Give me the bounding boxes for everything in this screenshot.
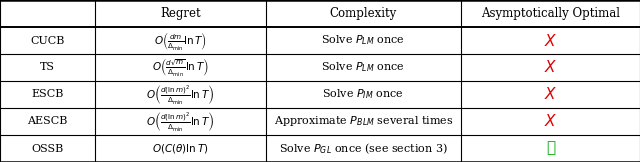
Text: $\mathbf{\mathit{X}}$: $\mathbf{\mathit{X}}$ [544,114,557,129]
Text: Solve $P_{IM}$ once: Solve $P_{IM}$ once [323,88,404,101]
Text: Asymptotically Optimal: Asymptotically Optimal [481,7,620,20]
Text: TS: TS [40,63,55,73]
Text: $O(C(\theta) \ln T)$: $O(C(\theta) \ln T)$ [152,142,209,155]
Text: Regret: Regret [160,7,200,20]
Text: $O\left(\frac{d(\ln m)^2}{\Delta_{\mathrm{min}}} \ln T\right)$: $O\left(\frac{d(\ln m)^2}{\Delta_{\mathr… [146,83,214,106]
Text: ESCB: ESCB [31,89,63,99]
Text: $\mathbf{\mathit{X}}$: $\mathbf{\mathit{X}}$ [544,59,557,75]
Text: Approximate $P_{BLM}$ several times: Approximate $P_{BLM}$ several times [273,115,453,128]
Text: Solve $P_{LM}$ once: Solve $P_{LM}$ once [321,61,405,74]
Text: $\mathbf{\mathit{X}}$: $\mathbf{\mathit{X}}$ [544,87,557,103]
Text: $O\left(\frac{d\sqrt{m}}{\Delta_{\mathrm{min}}} \ln T\right)$: $O\left(\frac{d\sqrt{m}}{\Delta_{\mathrm… [152,57,209,79]
Text: $O\left(\frac{dm}{\Delta_{\mathrm{min}}} \ln T\right)$: $O\left(\frac{dm}{\Delta_{\mathrm{min}}}… [154,29,207,52]
Text: Solve $P_{LM}$ once: Solve $P_{LM}$ once [321,34,405,47]
Text: OSSB: OSSB [31,144,63,154]
Text: Solve $P_{GL}$ once (see section 3): Solve $P_{GL}$ once (see section 3) [279,141,447,156]
Text: Complexity: Complexity [330,7,397,20]
Text: $O\left(\frac{d(\ln m)^2}{\Delta_{\mathrm{min}}} \ln T\right)$: $O\left(\frac{d(\ln m)^2}{\Delta_{\mathr… [146,110,214,133]
Text: ✓: ✓ [546,141,555,156]
Text: CUCB: CUCB [30,35,65,46]
Text: AESCB: AESCB [27,116,68,127]
Text: $\mathbf{\mathit{X}}$: $\mathbf{\mathit{X}}$ [544,33,557,48]
